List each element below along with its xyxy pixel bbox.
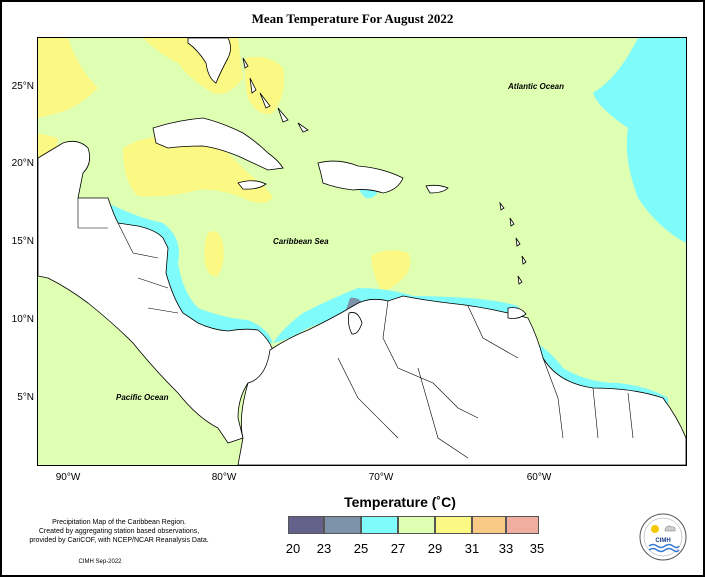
lake-maracaibo [348,312,363,335]
legend-swatch-20-23 [288,516,324,534]
lat-label-10: 10°N [11,314,34,325]
legend-swatch-27-29 [398,516,435,534]
lat-label-5: 5°N [17,392,34,403]
hispaniola [317,160,404,194]
lesser-antilles-5 [517,275,523,285]
country-borders [77,198,634,459]
lat-label-25: 25°N [11,81,34,92]
atlantic-ocean-label: Atlantic Ocean [508,82,565,91]
bahamas-5 [242,57,249,69]
lon-label-90: 90°W [55,472,81,483]
legend-title: Temperature (˚C) [344,494,456,510]
footnote-line-3: provided by CariCOF, with NCEP/NCAR Rean… [29,537,209,544]
zone-25-27-coast [78,203,273,343]
pacific-ocean-label: Pacific Ocean [116,393,169,402]
legend-tick-29: 29 [427,541,443,556]
legend-tick-25: 25 [353,541,369,556]
logo-text: CIMH [655,538,670,544]
lon-label-60: 60°W [526,472,552,483]
bahamas-4 [297,122,309,133]
bahamas-2 [259,92,271,109]
legend-swatch-33-35 [506,516,539,534]
caribbean-sea-label: Caribbean Sea [273,237,329,246]
lesser-antilles-3 [515,237,521,247]
footnote-line-1: Precipitation Map of the Caribbean Regio… [52,519,186,526]
legend-tick-23: 23 [316,541,332,556]
map-title: Mean Temperature For August 2022 [251,11,454,26]
zone-25-27-atlantic [593,38,686,243]
lon-label-80: 80°W [211,472,237,483]
lesser-antilles-4 [521,255,527,265]
lat-label-15: 15°N [11,236,34,247]
bahamas-3 [277,107,289,123]
land-masses [38,38,686,465]
zone-29-31-west [38,38,98,118]
florida [187,38,231,84]
footnote: Precipitation Map of the Caribbean Regio… [14,518,224,545]
puerto-rico [425,184,449,194]
legend-tick-20: 20 [285,541,301,556]
legend-tick-33: 33 [498,541,514,556]
zone-29-31-aruba [371,250,411,293]
lesser-antilles-2 [509,217,515,227]
temperature-map: Atlantic Ocean Caribbean Sea Pacific Oce… [37,37,687,466]
credit-text: CIMH Sep-2022 [78,559,122,565]
lesser-antilles-1 [499,201,505,211]
legend-swatch-29-31 [435,516,472,534]
zone-29-31-bahamas [244,56,285,114]
zone-29-31-central [204,230,224,277]
legend-swatch-23-25 [324,516,361,534]
footnote-line-2: Created by aggregating station based obs… [38,528,200,535]
legend-swatch-31-33 [472,516,506,534]
south-america [237,295,686,465]
legend-tick-31: 31 [464,541,480,556]
trinidad [507,307,527,319]
legend-swatch-25-27 [361,516,398,534]
zone-25-27-coast-sa [273,288,528,343]
cuba [152,117,284,171]
lon-label-70: 70°W [368,472,394,483]
zone-29-31-cuba [123,133,273,203]
cimh-logo-icon: CIMH [638,512,688,562]
lat-label-20: 20°N [11,158,34,169]
bahamas-1 [249,77,257,94]
legend-tick-35: 35 [529,541,545,556]
legend-tick-27: 27 [390,541,406,556]
jamaica [237,180,267,190]
central-america [38,140,275,444]
